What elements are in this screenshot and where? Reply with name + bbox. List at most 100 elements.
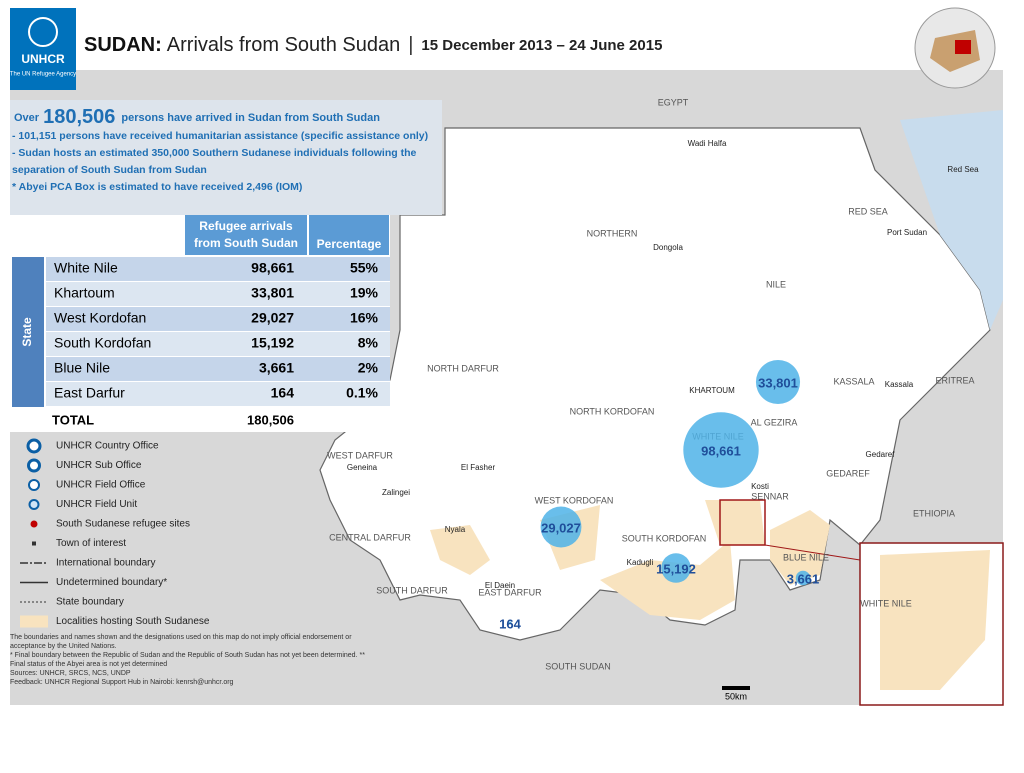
legend-label: UNHCR Country Office: [56, 441, 159, 452]
map-label: Kosti: [751, 482, 769, 491]
map-label: AL GEZIRA: [751, 417, 798, 427]
bubble-label: 29,027: [541, 520, 581, 535]
scale-label: 50km: [725, 691, 747, 701]
map-label: Port Sudan: [887, 228, 927, 237]
map-label: Red Sea: [947, 165, 979, 174]
map-label: SOUTH SUDAN: [545, 661, 611, 671]
header-label: Refugee arrivals from South Sudan: [194, 219, 298, 250]
legend-label: South Sudanese refugee sites: [56, 519, 190, 530]
arrivals: 29,027: [251, 310, 294, 326]
legend-symbol: [32, 541, 36, 546]
arrivals: 33,801: [251, 285, 294, 301]
state: White Nile: [54, 260, 118, 276]
sudan-outline: [319, 127, 991, 641]
map-label: BLUE NILE: [783, 552, 829, 562]
table: Refugee arrivals from South Sudan Percen…: [10, 215, 390, 432]
map-label: NORTH KORDOFAN: [570, 406, 655, 416]
header-text: Refugee arrivals from South Sudan: [194, 219, 298, 250]
map-label: GEDAREF: [826, 468, 870, 478]
map-label: EAST DARFUR: [478, 587, 542, 597]
bubble: [755, 359, 801, 405]
map-label: Geneina: [347, 463, 378, 472]
logo-text: UNHCR: [21, 52, 65, 66]
bubble: [795, 570, 811, 586]
bubble-label: 98,661: [701, 443, 741, 458]
arrivals: 3,661: [259, 360, 294, 376]
summary-bullets: - 101,151 persons have received humanita…: [12, 128, 440, 196]
inset-marker: [719, 499, 766, 546]
dates: 15 December 2013 – 24 June 2015: [421, 37, 662, 54]
map-label: EGYPT: [658, 97, 689, 107]
bullet: - 101,151 persons have received humanita…: [12, 130, 429, 142]
legend-symbol: [28, 499, 40, 510]
legend-symbol: [20, 615, 48, 628]
logo-icon: [28, 17, 58, 47]
legend-symbol: [26, 438, 42, 454]
legend-label: State boundary: [56, 597, 124, 608]
legend-label: Localities hosting South Sudanese: [56, 616, 210, 627]
percentage: 8%: [358, 335, 379, 351]
legend-label: UNHCR Sub Office: [56, 460, 142, 471]
map-label: Zalingei: [382, 488, 410, 497]
footnote: Feedback: UNHCR Regional Support Hub in …: [10, 679, 234, 686]
over: Over: [14, 112, 40, 124]
map-label: SENNAR: [751, 491, 789, 501]
row-bg: [46, 307, 390, 331]
legend-symbol: [28, 479, 40, 491]
map-label: KASSALA: [833, 376, 874, 386]
bullets: - 101,151 persons have received humanita…: [12, 128, 440, 196]
map-label: Nyala: [445, 525, 466, 534]
map-label: Kassala: [885, 380, 914, 389]
title: Arrivals from South Sudan: [167, 34, 400, 56]
header-cell: [185, 215, 307, 255]
bubble: [540, 506, 582, 548]
percentage: 19%: [350, 285, 379, 301]
header-title: SUDAN: Arrivals from South Sudan | 15 Decem…: [84, 34, 662, 56]
total-value: 180,506: [247, 412, 294, 427]
footnotes: The boundaries and names shown and the d…: [10, 633, 370, 687]
percentage: 55%: [350, 260, 379, 276]
map-label: WHITE NILE: [860, 598, 912, 608]
total-row: [12, 408, 390, 432]
scale-bar: [722, 686, 750, 690]
header-cell: [309, 215, 389, 255]
map-label: RED SEA: [848, 206, 888, 216]
map-label: Gedaref: [866, 450, 896, 459]
bubble-label: 164: [499, 616, 521, 631]
row-group-label: State: [20, 317, 34, 347]
footnote: The boundaries and names shown and the d…: [10, 634, 352, 650]
footnotes-text: The boundaries and names shown and the d…: [10, 633, 370, 687]
row-bg: [46, 357, 390, 381]
bullet: - Sudan hosts an estimated 350,000 South…: [12, 147, 417, 176]
country: SUDAN:: [84, 34, 162, 56]
map-label: Wadi Halfa: [688, 139, 727, 148]
bubble-label: 3,661: [787, 571, 820, 586]
logo-subtext: The UN Refugee Agency: [10, 72, 76, 78]
lead: persons have arrived in Sudan from South…: [121, 112, 380, 124]
map-label: Kadugli: [627, 558, 654, 567]
red-sea: [900, 110, 1003, 330]
total-label: TOTAL: [52, 412, 94, 427]
legend-symbol: [30, 520, 38, 528]
summary-lead: Over 180,506 persons have arrived in Sudan…: [14, 106, 380, 128]
total: 180,506: [43, 106, 115, 128]
map-label: CENTRAL DARFUR: [329, 532, 411, 542]
bubble-label: 33,801: [758, 375, 798, 390]
map-label: ETHIOPIA: [913, 508, 955, 518]
state: East Darfur: [54, 385, 125, 401]
percentage: 16%: [350, 310, 379, 326]
row-bg: [46, 332, 390, 356]
map-label: KHARTOUM: [689, 386, 735, 395]
state: South Kordofan: [54, 335, 151, 351]
row-group-cell: [12, 257, 44, 407]
state: Khartoum: [54, 285, 115, 301]
map-label: NILE: [766, 279, 786, 289]
arrivals: 15,192: [251, 335, 294, 351]
map-label: WEST KORDOFAN: [535, 495, 614, 505]
map-label: El Fasher: [461, 463, 496, 472]
globe-sudan: [955, 40, 971, 54]
row-bg: [46, 257, 390, 281]
legend-label: Undetermined boundary*: [56, 577, 167, 588]
map-label: NORTH DARFUR: [427, 363, 499, 373]
